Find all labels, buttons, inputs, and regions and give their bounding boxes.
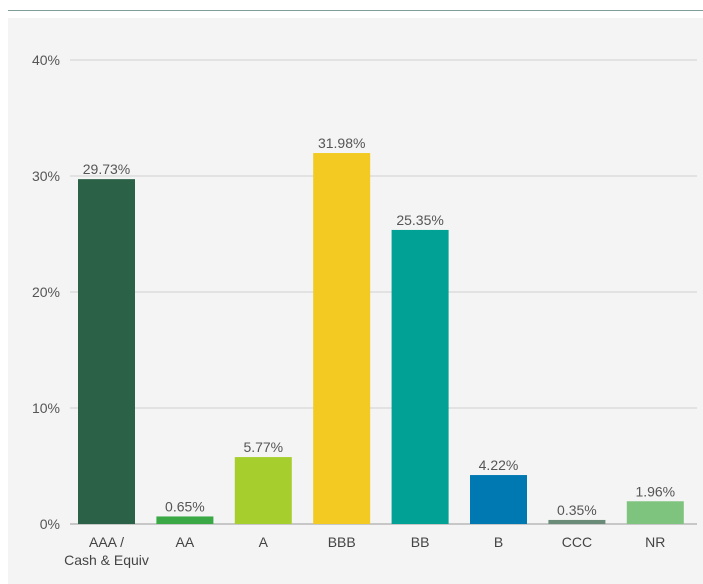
y-tick-label: 0% bbox=[40, 516, 60, 532]
x-tick-label-line: NR bbox=[645, 534, 665, 550]
x-tick-label: AAA / Cash & Equiv bbox=[64, 534, 149, 568]
bar bbox=[470, 475, 527, 524]
x-tick-label-line: BB bbox=[411, 534, 430, 550]
x-tick-label-line: AAA / bbox=[89, 534, 124, 550]
x-tick-label: AA bbox=[176, 534, 195, 550]
x-tick-label: B bbox=[494, 534, 503, 550]
data-label: 5.77% bbox=[243, 439, 283, 455]
x-tick-label-line: BBB bbox=[328, 534, 356, 550]
x-tick-label-line: A bbox=[259, 534, 269, 550]
bar bbox=[234, 457, 292, 524]
data-label: 0.35% bbox=[557, 502, 597, 518]
y-tick-label: 40% bbox=[32, 52, 60, 68]
y-tick-label: 10% bbox=[32, 400, 60, 416]
data-label: 1.96% bbox=[635, 483, 675, 499]
bar bbox=[313, 153, 371, 525]
x-tick-label-line: Cash & Equiv bbox=[64, 552, 149, 568]
x-tick-label: CCC bbox=[562, 534, 592, 550]
data-label: 25.35% bbox=[396, 212, 443, 228]
bar bbox=[548, 519, 606, 524]
x-tick-label: BBB bbox=[328, 534, 356, 550]
data-label: 31.98% bbox=[318, 135, 365, 151]
bar bbox=[626, 501, 684, 524]
y-tick-label: 30% bbox=[32, 168, 60, 184]
data-label: 29.73% bbox=[83, 161, 130, 177]
data-label: 0.65% bbox=[165, 498, 205, 514]
x-tick-label: NR bbox=[645, 534, 665, 550]
x-tick-label-line: AA bbox=[176, 534, 195, 550]
x-tick-label: BB bbox=[411, 534, 430, 550]
y-tick-label: 20% bbox=[32, 284, 60, 300]
top-rule bbox=[8, 10, 703, 11]
x-tick-label-line: CCC bbox=[562, 534, 592, 550]
x-tick-label: A bbox=[259, 534, 269, 550]
x-tick-label-line: B bbox=[494, 534, 503, 550]
bar bbox=[391, 229, 449, 524]
bar bbox=[156, 516, 214, 524]
data-label: 4.22% bbox=[479, 457, 519, 473]
bar bbox=[78, 179, 135, 524]
